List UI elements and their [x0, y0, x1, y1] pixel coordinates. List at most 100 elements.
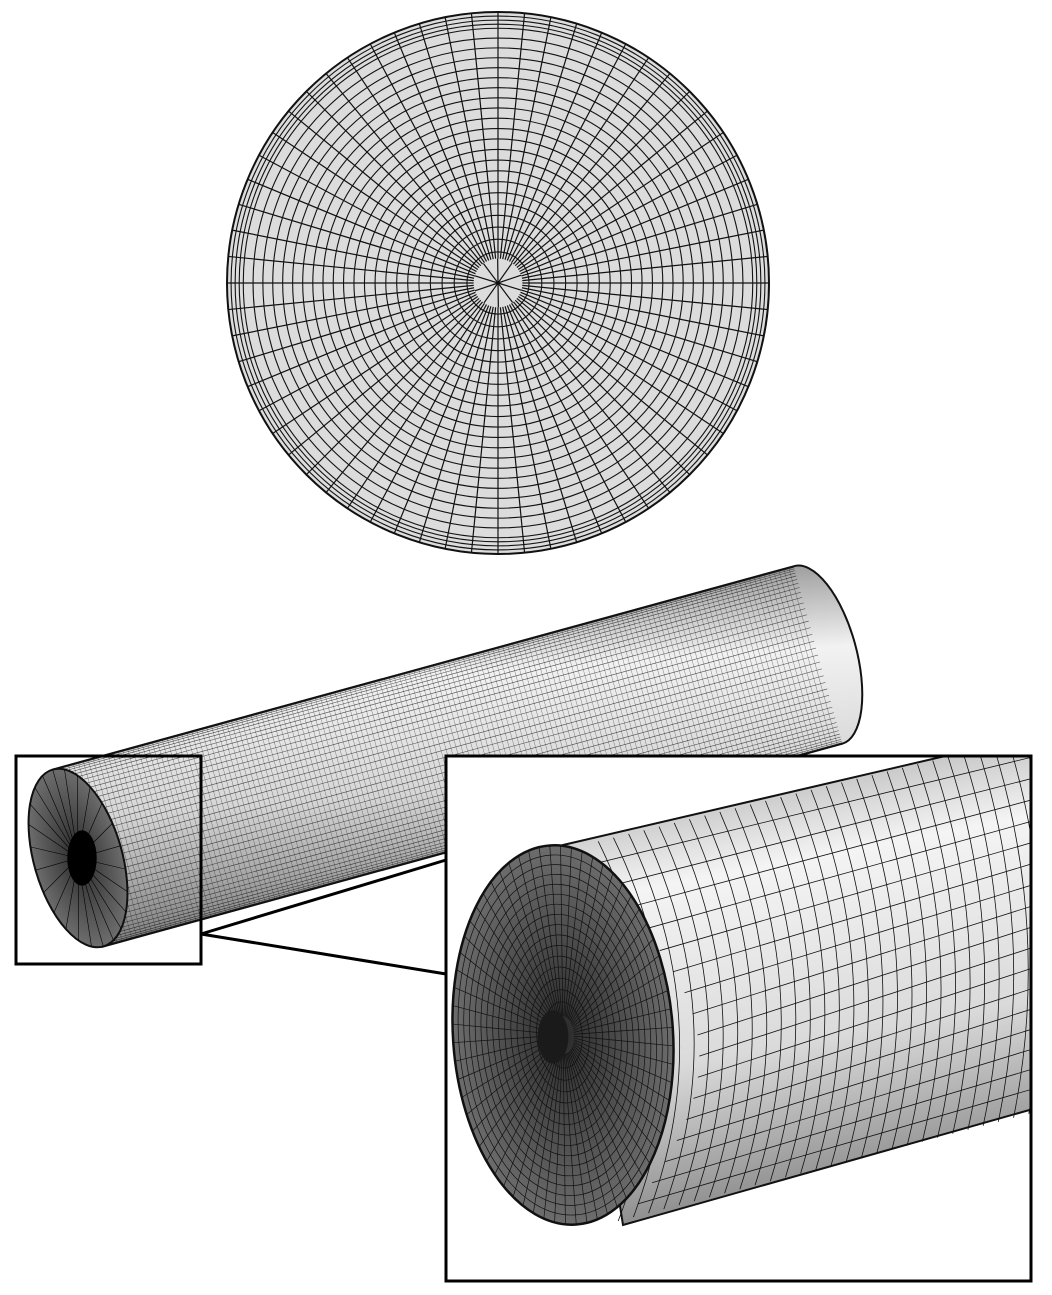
pipe-circ-line	[295, 702, 345, 881]
mesh-spoke	[305, 90, 482, 267]
inset-face-spoke	[543, 1053, 562, 1219]
pipe-circ-line	[709, 589, 759, 767]
mesh-spoke	[272, 296, 479, 435]
inset-face-spoke	[456, 969, 553, 1029]
inset-circ-line	[689, 819, 739, 1198]
inset-face-spoke	[565, 1053, 588, 1223]
inset-face-spoke	[573, 990, 669, 1031]
inset-circ-line	[901, 767, 942, 1142]
mesh-spoke	[506, 305, 603, 534]
mesh-spoke	[418, 23, 492, 260]
pipe-circ-line	[383, 678, 434, 857]
inset-circ-line	[1012, 756, 1031, 1114]
inset-face-spoke	[568, 883, 623, 1020]
inset-long-line	[665, 1049, 1031, 1163]
mesh-spoke	[517, 296, 724, 435]
mesh-spoke	[238, 203, 475, 277]
mesh-core-edge	[482, 263, 499, 284]
inset-face-spoke	[563, 847, 572, 1017]
pipe-circ-line	[749, 578, 799, 756]
pipe-circ-line	[201, 728, 251, 907]
mesh-spoke	[508, 43, 627, 262]
mesh-core-edge	[497, 274, 522, 284]
inset-face-spoke	[512, 1051, 559, 1197]
inset-circ-line	[871, 775, 913, 1150]
inset-face-spoke	[573, 1037, 674, 1065]
pipe-circ-line	[142, 744, 192, 923]
mesh-spoke	[502, 306, 552, 549]
zoom-inset-frame	[444, 754, 1033, 1283]
mesh-spoke	[516, 298, 708, 456]
mesh-core-edge	[497, 282, 522, 291]
pipe-circ-line	[245, 716, 295, 895]
inset-circ-line	[979, 756, 1015, 1122]
inset-long-line	[686, 1008, 1031, 1120]
inset-face-spoke	[572, 1044, 662, 1135]
pipe-circ-line	[655, 604, 705, 782]
mesh-spoke	[258, 293, 477, 412]
inset-circ-line	[841, 782, 884, 1158]
inset-face-spoke	[567, 1052, 608, 1215]
pipe-circ-line	[675, 598, 725, 777]
inset-face-spoke	[490, 881, 557, 1020]
inset-face-spoke	[452, 1023, 552, 1035]
inset-face-spoke	[573, 1041, 670, 1101]
inset-circ-line	[917, 763, 956, 1138]
mesh-spoke	[272, 131, 479, 270]
inset-circ-line	[749, 804, 797, 1182]
inset-circ-line	[886, 771, 927, 1146]
inset-face-spoke	[571, 923, 648, 1025]
inset-face-spoke	[466, 1042, 554, 1115]
mesh-spoke	[502, 17, 552, 260]
inset-face-spoke	[563, 1053, 577, 1225]
inset-face-spoke	[454, 987, 553, 1031]
mesh-spoke	[228, 284, 474, 311]
pipe-circ-line	[206, 727, 256, 905]
mesh-spoke	[232, 287, 475, 337]
mesh-spoke	[508, 304, 627, 523]
inset-circ-line	[947, 756, 986, 1130]
pipe-circ-line	[112, 752, 162, 931]
inset-circ-line	[765, 800, 811, 1178]
mesh-spoke	[506, 32, 603, 261]
pipe-circ-line	[97, 757, 147, 935]
pipe-circ-line	[694, 593, 744, 771]
inset-long-line	[605, 778, 1031, 888]
mesh-spoke	[521, 203, 758, 277]
inset-circ-line	[780, 797, 826, 1174]
inset-long-line	[676, 1029, 1031, 1141]
cross-section-mesh	[226, 11, 770, 555]
inset-face-spoke	[457, 1039, 553, 1080]
mesh-spoke	[519, 154, 738, 273]
zoom-inset-mesh	[451, 756, 1031, 1227]
inset-face-spoke	[573, 1039, 672, 1083]
inset-circ-line	[658, 826, 710, 1206]
inset-face-spoke	[461, 1040, 554, 1098]
inset-face-spoke	[560, 845, 564, 1017]
mesh-spoke	[504, 306, 578, 543]
pipe-circ-line	[699, 591, 749, 770]
pipe-circ-line	[374, 681, 424, 859]
inset-face-spoke	[469, 920, 554, 1024]
pipe-circ-line	[181, 734, 231, 912]
pipe-circ-line	[260, 712, 310, 890]
inset-face-spoke	[572, 972, 665, 1030]
inset-face-spoke	[566, 1053, 598, 1220]
inset-face-spoke	[574, 1035, 674, 1047]
pipe-circ-line	[211, 725, 261, 904]
mesh-spoke	[346, 57, 485, 264]
mesh-spoke	[325, 73, 483, 265]
inset-face-spoke	[565, 856, 594, 1018]
inset-face-spoke	[459, 952, 553, 1028]
pipe-circ-line	[309, 698, 360, 877]
inset-long-line	[697, 968, 1031, 1078]
inset-circ-line	[810, 789, 855, 1166]
pipe-circ-line	[265, 711, 315, 889]
mesh-core-edge	[497, 282, 514, 303]
inset-face-spoke	[464, 935, 554, 1026]
pipe-circ-line	[364, 683, 414, 862]
inset-circ-line	[643, 830, 695, 1210]
inset-face-spoke	[494, 1048, 557, 1175]
inset-face-spoke	[572, 955, 660, 1028]
